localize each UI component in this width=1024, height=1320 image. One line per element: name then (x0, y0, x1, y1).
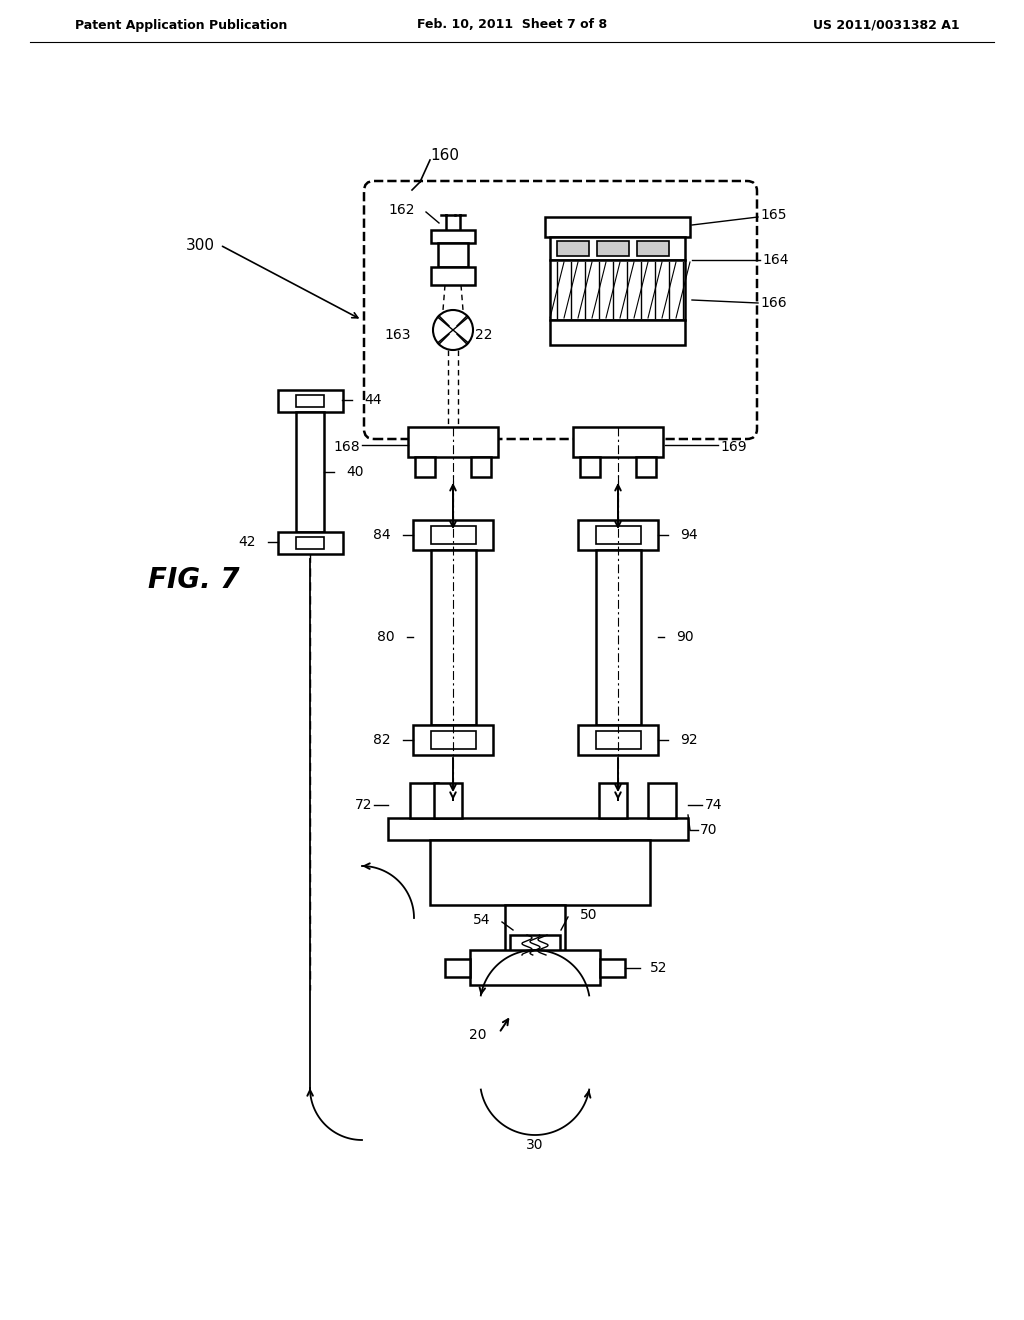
Bar (550, 238, 685, 260)
Bar (413, 725, 493, 755)
Bar (600, 960, 625, 977)
Text: 90: 90 (676, 630, 693, 644)
Text: Patent Application Publication: Patent Application Publication (75, 18, 288, 32)
Bar (596, 525, 641, 544)
Text: 74: 74 (705, 799, 723, 812)
Text: 92: 92 (680, 733, 697, 747)
Bar (431, 525, 476, 544)
Bar (597, 242, 629, 256)
Text: 30: 30 (526, 1138, 544, 1152)
Text: 166: 166 (760, 296, 786, 310)
Text: 44: 44 (364, 393, 382, 407)
Text: 20: 20 (469, 1028, 487, 1041)
Bar (278, 389, 343, 412)
Bar (438, 243, 468, 267)
Text: FIG. 7: FIG. 7 (148, 566, 240, 594)
Bar (431, 550, 476, 725)
Bar (636, 457, 656, 477)
Bar (596, 731, 641, 748)
Text: 169: 169 (720, 440, 746, 454)
Bar (408, 426, 498, 457)
Text: 52: 52 (650, 961, 668, 975)
Text: 72: 72 (354, 799, 372, 812)
Bar (278, 532, 343, 554)
Bar (431, 230, 475, 243)
FancyBboxPatch shape (364, 181, 757, 440)
Bar (545, 216, 690, 238)
Text: Feb. 10, 2011  Sheet 7 of 8: Feb. 10, 2011 Sheet 7 of 8 (417, 18, 607, 32)
Bar (431, 267, 475, 285)
Text: 22: 22 (475, 327, 493, 342)
Bar (296, 412, 324, 532)
Bar (415, 457, 435, 477)
Bar (648, 783, 676, 818)
Text: 40: 40 (346, 465, 364, 479)
Text: 168: 168 (334, 440, 360, 454)
Bar (410, 783, 438, 818)
Text: 163: 163 (384, 327, 411, 342)
Text: 94: 94 (680, 528, 697, 543)
Text: 164: 164 (762, 253, 788, 267)
Bar (434, 783, 462, 818)
Bar (445, 960, 470, 977)
Text: 80: 80 (378, 630, 395, 644)
Text: 160: 160 (430, 148, 459, 162)
Text: 54: 54 (472, 913, 490, 927)
Bar (580, 457, 600, 477)
Text: 42: 42 (239, 535, 256, 549)
Bar (431, 731, 476, 748)
Bar (599, 783, 627, 818)
Bar (471, 457, 490, 477)
Text: 70: 70 (700, 822, 718, 837)
Bar (505, 906, 565, 954)
Bar (296, 537, 324, 549)
Bar (637, 242, 669, 256)
Text: 165: 165 (760, 209, 786, 222)
Text: US 2011/0031382 A1: US 2011/0031382 A1 (813, 18, 961, 32)
Bar (413, 520, 493, 550)
Bar (557, 242, 589, 256)
Text: 82: 82 (374, 733, 391, 747)
Bar (550, 319, 685, 345)
Bar (470, 950, 600, 985)
Bar (578, 520, 658, 550)
Text: 50: 50 (580, 908, 597, 921)
Bar (596, 550, 641, 725)
Bar (578, 725, 658, 755)
Bar (510, 935, 560, 954)
Bar (388, 818, 688, 840)
Bar (573, 426, 663, 457)
Text: 162: 162 (388, 203, 415, 216)
Bar (296, 395, 324, 407)
Text: 84: 84 (374, 528, 391, 543)
Bar (550, 260, 685, 319)
Bar (430, 840, 650, 906)
Text: 300: 300 (186, 238, 215, 252)
